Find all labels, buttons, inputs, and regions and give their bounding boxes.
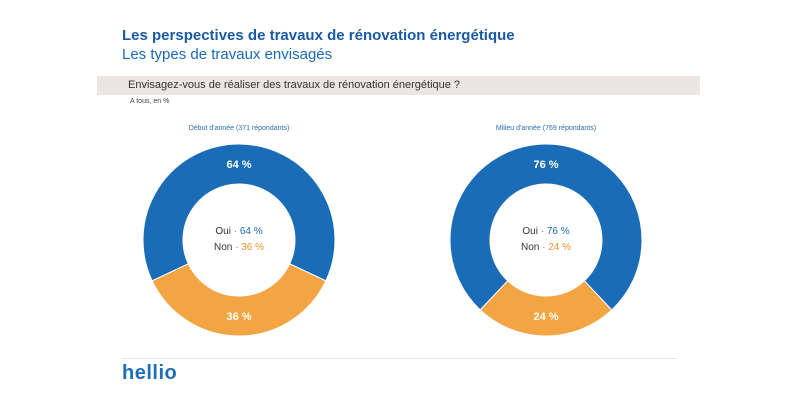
legend-value: 36 % bbox=[241, 242, 264, 253]
legend-separator: · bbox=[235, 242, 241, 253]
slice-label-oui: 64 % bbox=[226, 159, 251, 171]
base-note: A tous, en % bbox=[130, 98, 170, 105]
legend-name: Non bbox=[214, 242, 235, 253]
page-subtitle: Les types de travaux envisagés bbox=[122, 46, 333, 63]
donut-slice-oui bbox=[449, 143, 643, 311]
legend-oui: Oui · 64 % bbox=[215, 226, 262, 237]
legend-name: Oui bbox=[522, 226, 540, 237]
legend-separator: · bbox=[541, 226, 547, 237]
donut-slice-non bbox=[479, 280, 613, 337]
question-text: Envisagez-vous de réaliser des travaux d… bbox=[128, 79, 461, 91]
slice-label-non: 24 % bbox=[533, 311, 558, 323]
legend-value: 64 % bbox=[240, 226, 263, 237]
legend-name: Oui bbox=[215, 226, 233, 237]
donut-slice-non bbox=[151, 263, 327, 337]
footer-divider bbox=[122, 358, 677, 359]
legend-oui: Oui · 76 % bbox=[522, 226, 569, 237]
legend-separator: · bbox=[542, 242, 548, 253]
chart-title-milieu: Milieu d'année (769 répondants) bbox=[495, 125, 597, 132]
legend-name: Non bbox=[521, 242, 542, 253]
page-title: Les perspectives de travaux de rénovatio… bbox=[122, 27, 515, 44]
chart-title-debut: Début d'année (371 répondants) bbox=[188, 125, 290, 132]
legend-separator: · bbox=[234, 226, 240, 237]
legend-value: 76 % bbox=[547, 226, 570, 237]
slice-label-non: 36 % bbox=[226, 311, 251, 323]
legend-non: Non · 24 % bbox=[521, 242, 571, 253]
legend-value: 24 % bbox=[548, 242, 571, 253]
donut-slice-oui bbox=[142, 143, 336, 282]
slice-label-oui: 76 % bbox=[533, 159, 558, 171]
hellio-logo: hellio bbox=[122, 362, 178, 384]
legend-non: Non · 36 % bbox=[214, 242, 264, 253]
question-bar: Envisagez-vous de réaliser des travaux d… bbox=[97, 76, 700, 95]
